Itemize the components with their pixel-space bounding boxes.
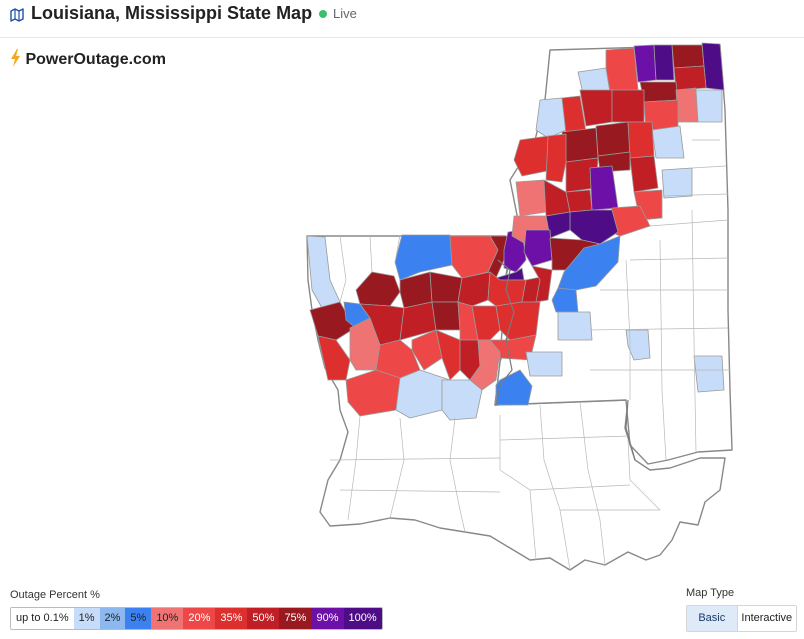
region xyxy=(535,97,567,139)
region xyxy=(557,235,621,291)
brand-logo[interactable]: PowerOutage.com xyxy=(10,49,166,69)
region xyxy=(471,305,501,341)
region xyxy=(579,89,613,127)
legend-item: 35% xyxy=(215,608,248,629)
region xyxy=(531,265,553,303)
legend-item: 1% xyxy=(73,608,100,629)
legend-item: 50% xyxy=(247,608,280,629)
live-indicator-dot xyxy=(319,10,327,18)
legend-title: Outage Percent % xyxy=(10,589,100,601)
region xyxy=(651,125,685,159)
map-icon xyxy=(10,8,24,22)
region xyxy=(525,351,563,377)
region xyxy=(411,329,443,371)
page-title: Louisiana, Mississippi State Map xyxy=(31,3,313,23)
region xyxy=(561,127,599,163)
region xyxy=(565,189,593,213)
legend-item: 2% xyxy=(99,608,126,629)
legend-item: 75% xyxy=(279,608,312,629)
legend-item: 20% xyxy=(183,608,216,629)
region xyxy=(605,47,639,93)
map-type-interactive-button[interactable]: Interactive xyxy=(737,606,796,631)
region xyxy=(345,369,401,417)
region xyxy=(675,87,699,123)
region xyxy=(611,89,645,123)
region xyxy=(701,42,725,91)
state-border-east xyxy=(625,399,636,461)
lightning-bolt-icon xyxy=(11,49,20,67)
map-type-basic-button[interactable]: Basic xyxy=(687,606,738,631)
region xyxy=(639,81,679,103)
region xyxy=(627,121,655,159)
header-bar: Louisiana, Mississippi State Map Live xyxy=(0,0,804,38)
region xyxy=(595,121,631,157)
region xyxy=(513,135,553,177)
region xyxy=(557,311,593,341)
state-border xyxy=(495,259,515,406)
region xyxy=(431,301,461,331)
region xyxy=(551,287,579,313)
legend-item: 10% xyxy=(151,608,184,629)
region xyxy=(569,209,619,245)
legend-item: 100% xyxy=(343,608,382,629)
region xyxy=(515,179,547,217)
brand-name: PowerOutage.com xyxy=(25,51,166,68)
region xyxy=(545,133,567,183)
legend-item: up to 0.1% xyxy=(11,608,74,629)
region xyxy=(523,229,553,267)
live-label: Live xyxy=(333,6,357,21)
region xyxy=(671,44,705,69)
map-type-label: Map Type xyxy=(686,587,735,599)
region xyxy=(495,301,541,341)
region xyxy=(695,89,723,123)
legend-item: 5% xyxy=(125,608,152,629)
region xyxy=(629,155,659,193)
region xyxy=(441,379,483,421)
region xyxy=(625,329,651,361)
region xyxy=(633,44,657,83)
legend-item: 90% xyxy=(311,608,344,629)
outage-legend: up to 0.1% 1% 2% 5% 10% 20% 35% 50% 75% 90% 100% xyxy=(10,607,383,630)
region xyxy=(309,301,356,341)
region xyxy=(661,167,693,199)
region xyxy=(653,44,675,81)
region xyxy=(673,65,707,91)
map-type-toggle[interactable]: Basic Interactive xyxy=(686,605,797,632)
state-map[interactable] xyxy=(300,40,740,580)
region xyxy=(435,329,461,381)
region xyxy=(317,335,351,381)
region xyxy=(457,271,491,307)
region xyxy=(693,355,725,393)
